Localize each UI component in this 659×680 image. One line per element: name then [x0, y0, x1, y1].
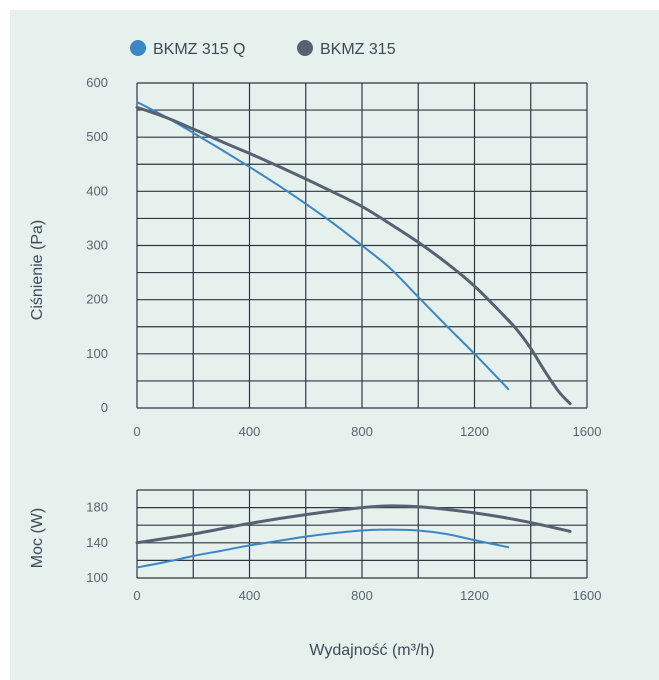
x-tick-label: 1200 — [460, 588, 489, 603]
x-tick-label: 1600 — [573, 588, 602, 603]
legend-marker-std — [297, 40, 313, 56]
series-line-bkmz-315 — [135, 105, 572, 406]
y-tick-label: 180 — [86, 500, 108, 515]
top-y-axis-title: Ciśnienie (Pa) — [29, 220, 46, 320]
grid — [136, 489, 588, 579]
x-tick-label: 800 — [351, 424, 373, 439]
x-tick-label: 1600 — [573, 424, 602, 439]
y-tick-label: 600 — [86, 75, 108, 90]
series-line-bkmz-315-q — [136, 528, 510, 569]
y-tick-label: 400 — [86, 183, 108, 198]
grid — [136, 82, 588, 409]
chart-panel — [10, 10, 659, 680]
legend-label-q: BKMZ 315 Q — [153, 41, 245, 58]
y-tick-label: 140 — [86, 535, 108, 550]
x-tick-label: 400 — [239, 588, 261, 603]
y-tick-label: 100 — [86, 570, 108, 585]
bottom-y-axis-title: Moc (W) — [29, 508, 46, 568]
x-tick-label: 800 — [351, 588, 373, 603]
x-tick-label: 400 — [239, 424, 261, 439]
x-tick-label: 0 — [133, 424, 140, 439]
series-line-bkmz-315-q — [136, 100, 510, 391]
y-tick-label: 500 — [86, 129, 108, 144]
legend: BKMZ 315 Q BKMZ 315 — [130, 40, 396, 58]
y-tick-label: 200 — [86, 292, 108, 307]
legend-label-std: BKMZ 315 — [320, 41, 396, 58]
y-tick-label: 300 — [86, 238, 108, 253]
x-tick-label: 0 — [133, 588, 140, 603]
legend-marker-q — [130, 40, 146, 56]
x-axis-title: Wydajność (m³/h) — [309, 642, 434, 659]
y-tick-label: 0 — [101, 400, 108, 415]
x-tick-label: 1200 — [460, 424, 489, 439]
series-line-bkmz-315 — [135, 504, 572, 545]
y-tick-label: 100 — [86, 346, 108, 361]
pressure-chart: 0 400 800 1200 1600 0 100 200 300 400 500 600 — [86, 75, 601, 439]
power-chart: 0 400 800 1200 1600 100 140 180 — [86, 489, 602, 603]
